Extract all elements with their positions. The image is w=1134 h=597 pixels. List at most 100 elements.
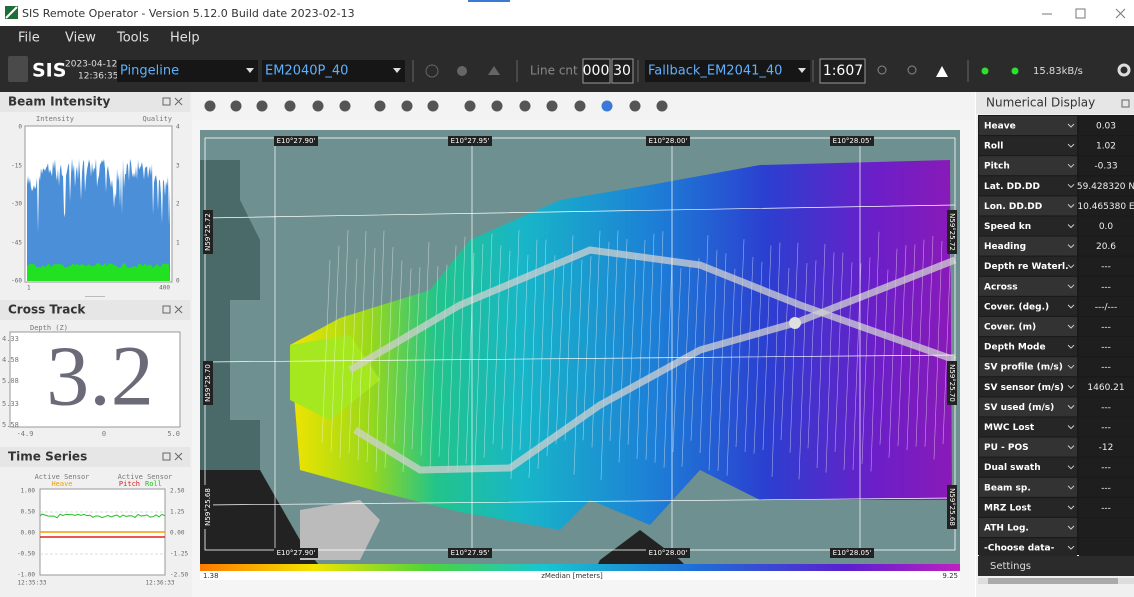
- row-chevron: [1067, 505, 1075, 510]
- row-label-cell[interactable]: [979, 477, 1077, 497]
- map-tool[interactable]: [574, 100, 586, 112]
- icon-button[interactable]: [457, 66, 467, 76]
- icon-button[interactable]: [488, 66, 500, 75]
- survey-swath: [290, 160, 952, 530]
- profile-select-box[interactable]: [645, 60, 810, 82]
- beam-line: [402, 268, 412, 472]
- panel-close[interactable]: [174, 305, 183, 314]
- map-tool[interactable]: [491, 100, 503, 112]
- panel-float[interactable]: [162, 97, 171, 106]
- panel-float[interactable]: [162, 452, 171, 461]
- row-label-cell[interactable]: [979, 497, 1077, 517]
- map-tool[interactable]: [401, 100, 413, 112]
- row-label-cell[interactable]: [979, 357, 1077, 377]
- menu-item[interactable]: Tools: [116, 31, 149, 46]
- map-tool[interactable]: [204, 100, 216, 112]
- row-value: ---/---: [1095, 302, 1118, 312]
- row-value-cell: [1079, 417, 1134, 437]
- lon-label-box: [448, 548, 492, 558]
- icon-button[interactable]: [425, 64, 439, 78]
- row-label-cell[interactable]: [979, 296, 1077, 316]
- map-tool[interactable]: [519, 100, 531, 112]
- panel-float[interactable]: [162, 305, 171, 314]
- beam-line: [537, 239, 547, 469]
- row-label-cell[interactable]: [979, 538, 1077, 558]
- row-label-cell[interactable]: [979, 337, 1077, 357]
- map-tool[interactable]: [312, 100, 324, 112]
- panel-float[interactable]: [1121, 99, 1130, 108]
- row-chevron: [1067, 304, 1075, 309]
- survey-select[interactable]: Pingeline: [120, 64, 179, 79]
- row-label-cell[interactable]: [979, 518, 1077, 537]
- warning-icon[interactable]: [936, 66, 948, 77]
- tab-indicator: [468, 0, 510, 2]
- map-tool[interactable]: [601, 100, 613, 112]
- row-chevron: [1067, 344, 1075, 349]
- x-tick-label: 0: [102, 430, 106, 438]
- map-tool[interactable]: [427, 100, 439, 112]
- row-label-cell[interactable]: [979, 176, 1077, 196]
- beam-line: [942, 243, 952, 445]
- maximize-button: [1075, 8, 1086, 19]
- beam-line: [609, 230, 619, 441]
- row-label-cell[interactable]: [979, 377, 1077, 397]
- row-label-cell[interactable]: [979, 136, 1077, 156]
- row-value-cell: [1079, 216, 1134, 236]
- zoom-button[interactable]: [907, 65, 917, 75]
- map-tool[interactable]: [339, 100, 351, 112]
- map-tool[interactable]: [256, 100, 268, 112]
- row-label-cell[interactable]: [979, 196, 1077, 216]
- beam-line: [807, 260, 817, 449]
- row-label-cell[interactable]: [979, 417, 1077, 437]
- row-label-cell[interactable]: [979, 397, 1077, 417]
- map-tool[interactable]: [656, 100, 668, 112]
- row-chevron: [1067, 485, 1075, 490]
- survey-select-box[interactable]: [117, 60, 258, 82]
- row-value-cell: [1079, 256, 1134, 276]
- row-label-cell[interactable]: [979, 437, 1077, 457]
- lon-label: E10°28.00': [649, 549, 688, 557]
- numerical-header: [976, 92, 1134, 114]
- beam-line: [699, 235, 709, 454]
- intensity-trace: [27, 158, 170, 281]
- row-chevron: [1067, 425, 1075, 430]
- row-label-cell[interactable]: [979, 216, 1077, 236]
- panel-close[interactable]: [174, 452, 183, 461]
- menu-item[interactable]: View: [65, 31, 96, 46]
- map-tool[interactable]: [464, 100, 476, 112]
- row-label: Across: [984, 282, 1018, 292]
- column-header: Active Sensor: [35, 473, 90, 481]
- map-tool[interactable]: [230, 100, 242, 112]
- zoom-button[interactable]: [877, 65, 887, 75]
- row-label-cell[interactable]: [979, 276, 1077, 296]
- row-label-cell[interactable]: [979, 457, 1077, 477]
- row-label-cell[interactable]: [979, 236, 1077, 256]
- panel-close[interactable]: [174, 97, 183, 106]
- beam-line: [834, 252, 844, 452]
- row-value-cell: [1079, 136, 1134, 156]
- sensor-select[interactable]: EM2040P_40: [265, 64, 348, 79]
- menu-item[interactable]: File: [18, 31, 40, 46]
- map-tool[interactable]: [629, 100, 641, 112]
- row-label-cell[interactable]: [979, 156, 1077, 176]
- row-label-cell[interactable]: [979, 317, 1077, 336]
- row-label-cell[interactable]: [979, 116, 1077, 135]
- row-value: ---: [1101, 503, 1111, 513]
- row-label: SV used (m/s): [984, 403, 1054, 413]
- map-tool[interactable]: [284, 100, 296, 112]
- profile-select[interactable]: Fallback_EM2041_40: [648, 64, 782, 79]
- lon-label-box: [830, 548, 874, 558]
- depth-readout: 3.2: [46, 328, 154, 424]
- sensor-select-box[interactable]: [262, 60, 405, 82]
- map-tool[interactable]: [546, 100, 558, 112]
- cross-track-plot: [9, 331, 181, 428]
- row-value: 59.428320 N: [1077, 182, 1134, 192]
- map-tool[interactable]: [374, 100, 386, 112]
- row-label-cell[interactable]: [979, 256, 1077, 276]
- beam-line: [411, 267, 421, 450]
- beam-line: [825, 252, 835, 473]
- title-bar: [0, 0, 1134, 26]
- menu-item[interactable]: Help: [170, 31, 200, 46]
- settings-button[interactable]: Settings: [990, 561, 1031, 572]
- settings-button[interactable]: [1117, 63, 1131, 77]
